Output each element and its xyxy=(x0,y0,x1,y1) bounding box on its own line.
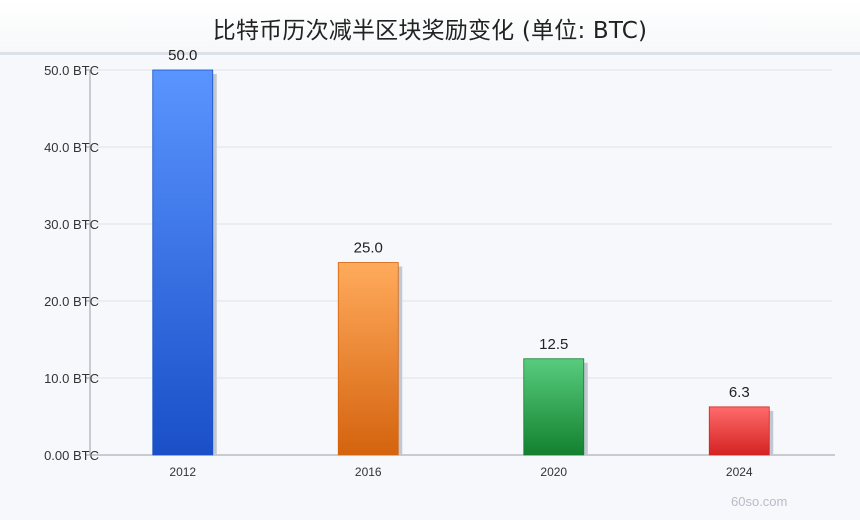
bar-2012 xyxy=(152,69,214,456)
data-label: 6.3 xyxy=(729,384,750,401)
x-tick-label: 2012 xyxy=(169,465,196,479)
data-label: 25.0 xyxy=(354,240,383,257)
y-tick-label: 10.0 BTC xyxy=(44,371,99,386)
y-tick-label: 50.0 BTC xyxy=(44,63,99,78)
title-bar: 比特币历次减半区块奖励变化 (单位: BTC) xyxy=(0,0,860,55)
bar-2016 xyxy=(337,262,399,456)
x-tick-label: 2016 xyxy=(355,465,382,479)
x-tick-label: 2024 xyxy=(726,465,753,479)
y-tick-label: 30.0 BTC xyxy=(44,217,99,232)
y-tick-label: 40.0 BTC xyxy=(44,140,99,155)
chart-title: 比特币历次减半区块奖励变化 (单位: BTC) xyxy=(212,18,648,44)
x-tick-label: 2020 xyxy=(540,465,567,479)
data-label: 12.5 xyxy=(539,336,568,353)
watermark: 60so.com xyxy=(731,494,788,509)
y-tick-label: 0.00 BTC xyxy=(44,448,99,463)
data-label: 50.0 xyxy=(168,47,197,64)
y-tick-label: 20.0 BTC xyxy=(44,294,99,309)
bar-2024 xyxy=(708,406,770,456)
bar-2020 xyxy=(523,358,585,456)
